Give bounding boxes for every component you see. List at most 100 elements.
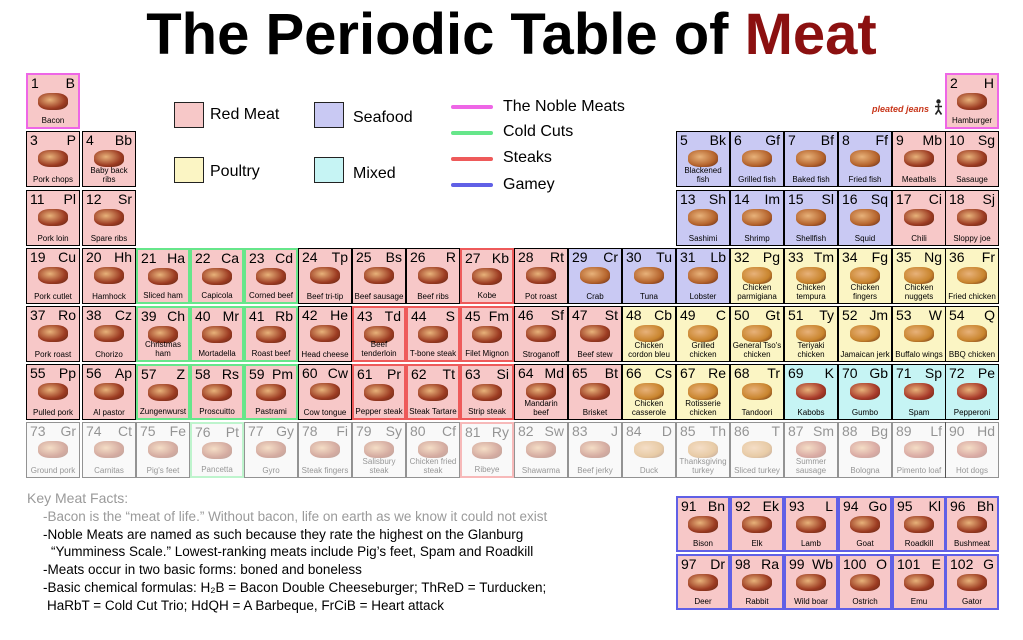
element-number: 86 [734, 423, 750, 439]
element-cell: 8 Ff Fried fish [838, 131, 892, 187]
element-number: 17 [896, 191, 912, 207]
element-symbol: Sh [708, 191, 726, 207]
element-symbol: O [876, 556, 887, 572]
element-number: 79 [356, 423, 372, 439]
element-name: Mandarin beef [524, 399, 558, 417]
element-number: 67 [680, 365, 696, 381]
element-symbol: Cu [58, 249, 76, 265]
spam-icon [904, 383, 934, 400]
element-symbol: Gb [869, 365, 888, 381]
element-number: 18 [949, 191, 965, 207]
element-symbol: Pp [58, 365, 76, 381]
element-name: Strip steak [468, 407, 506, 416]
element-symbol: Sr [118, 191, 132, 207]
element-number: 45 [465, 308, 481, 324]
gyro-icon [256, 441, 286, 458]
element-name: Steak Tartare [409, 407, 457, 416]
element-number: 53 [896, 307, 912, 323]
element-number: 60 [302, 365, 318, 381]
element-cell: 70 Gb Gumbo [838, 364, 892, 420]
element-symbol: Cb [654, 307, 672, 323]
deer-icon [688, 574, 718, 591]
element-cell: 3 P Pork chops [26, 131, 80, 187]
crab-icon [580, 267, 610, 284]
fact-line: -Noble Meats are named as such because t… [43, 526, 524, 542]
lobster-icon [688, 267, 718, 284]
element-cell: 23 Cd Corned beef [244, 248, 298, 304]
element-symbol: Bt [604, 365, 618, 381]
rotisserie-icon [688, 383, 718, 400]
salisbury-icon [364, 441, 394, 458]
element-number: 82 [518, 423, 534, 439]
element-number: 12 [86, 191, 102, 207]
fact-line: -Meats occur in two basic forms: boned a… [43, 562, 362, 578]
element-name: Chili [911, 234, 927, 243]
element-symbol: Ca [221, 250, 239, 266]
element-cell: 80 Cf Chicken fried steak [406, 422, 460, 478]
element-name: Bacon [41, 116, 65, 125]
element-cell: 102 G Gator [945, 554, 999, 610]
page-title: The Periodic Table of Meat [0, 2, 1023, 68]
element-name: Corned beef [248, 291, 294, 300]
element-symbol: Gr [60, 423, 76, 439]
element-cell: 14 Im Shrimp [730, 190, 784, 246]
element-symbol: Dr [710, 556, 725, 572]
fact-line: “Yumminess Scale.” Lowest-ranking meats … [51, 544, 534, 560]
fact-line: HaRbT = Cold Cut Trio; HdQH = A Barbeque… [47, 597, 445, 613]
element-name: Sashimi [688, 234, 718, 243]
element-number: 38 [86, 307, 102, 323]
element-cell: 30 Tu Tuna [622, 248, 676, 304]
carnitas-icon [94, 441, 124, 458]
capicola-icon [202, 268, 232, 285]
element-name: Spam [908, 408, 930, 417]
element-name: General Tso's chicken [732, 341, 782, 359]
element-number: 91 [681, 498, 697, 514]
element-number: 32 [734, 249, 750, 265]
element-name: Hamburger [951, 116, 992, 125]
element-cell: 55 Pp Pulled pork [26, 364, 80, 420]
element-name: Capicola [201, 291, 233, 300]
element-name: Teriyaki chicken [797, 341, 825, 359]
element-name: Steak fingers [301, 466, 349, 475]
element-cell: 31 Lb Lobster [676, 248, 730, 304]
ribs-icon [94, 209, 124, 226]
element-symbol: Tu [656, 249, 672, 265]
element-name: Bison [692, 539, 713, 548]
element-name: Meatballs [901, 175, 937, 184]
sausage-icon [796, 441, 826, 458]
element-symbol: Cf [442, 423, 456, 439]
pigs-feet-icon [148, 441, 178, 458]
element-number: 42 [302, 307, 318, 323]
element-name: Ribeye [474, 465, 500, 474]
nuggets-icon [904, 267, 934, 284]
element-number: 34 [842, 249, 858, 265]
element-symbol: Ci [928, 191, 942, 207]
element-number: 54 [949, 307, 965, 323]
element-number: 90 [949, 423, 965, 439]
element-name: Goat [856, 539, 874, 548]
element-name: Sliced turkey [734, 466, 780, 475]
bologna-icon [850, 441, 880, 458]
element-name: BBQ chicken [948, 350, 996, 359]
element-name: Pastrami [255, 407, 287, 416]
beef-icon [310, 267, 340, 284]
steak-icon [472, 326, 502, 343]
element-name: Pork cutlet [34, 292, 72, 301]
element-cell: 50 Gt General Tso's chicken [730, 306, 784, 362]
element-symbol: Ng [924, 249, 942, 265]
element-name: Squid [854, 234, 876, 243]
element-name: Bushmeat [953, 539, 991, 548]
element-symbol: Bb [114, 132, 132, 148]
wurst-icon [148, 384, 178, 401]
element-cell: 96 Bh Bushmeat [945, 496, 999, 552]
element-cell: 9 Mb Meatballs [892, 131, 946, 187]
element-symbol: W [928, 307, 942, 323]
element-number: 64 [518, 365, 534, 381]
element-name: Baked fish [792, 175, 830, 184]
element-cell: 16 Sq Squid [838, 190, 892, 246]
element-name: Head cheese [301, 350, 349, 359]
element-cell: 60 Cw Cow tongue [298, 364, 352, 420]
element-cell: 2 H Hamburger [945, 73, 999, 129]
element-name: Roadkill [904, 539, 934, 548]
